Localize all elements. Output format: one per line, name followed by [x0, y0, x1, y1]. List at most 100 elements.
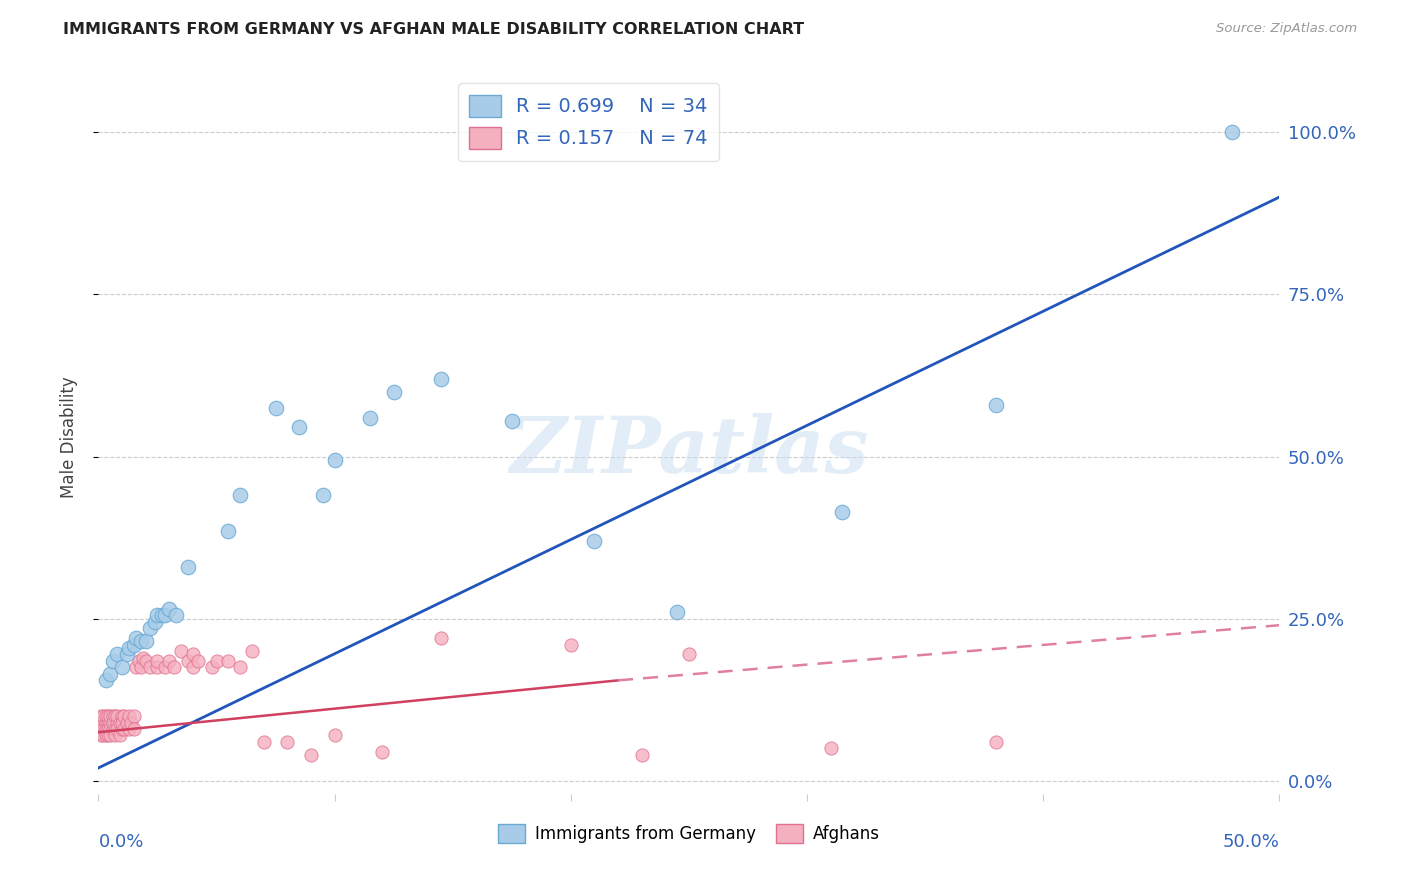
Point — [97, 709, 120, 723]
Point — [150, 608, 173, 623]
Point — [112, 709, 135, 723]
Point — [678, 648, 700, 662]
Point — [984, 735, 1007, 749]
Point — [121, 715, 143, 730]
Point — [97, 729, 120, 743]
Point — [111, 709, 134, 723]
Point — [98, 729, 121, 743]
Point — [984, 398, 1007, 412]
Point — [125, 631, 148, 645]
Point — [132, 650, 155, 665]
Point — [170, 644, 193, 658]
Point — [253, 735, 276, 749]
Point — [630, 747, 652, 762]
Point — [583, 533, 606, 548]
Point — [157, 602, 180, 616]
Point — [177, 559, 200, 574]
Point — [139, 660, 162, 674]
Point — [153, 608, 176, 623]
Point — [122, 722, 145, 736]
Point — [98, 722, 121, 736]
Y-axis label: Male Disability: Male Disability — [59, 376, 77, 498]
Text: ZIPatlas: ZIPatlas — [509, 413, 869, 490]
Point — [97, 722, 120, 736]
Point — [111, 715, 134, 730]
Point — [181, 648, 204, 662]
Point — [108, 729, 131, 743]
Point — [101, 654, 124, 668]
Point — [115, 648, 138, 662]
Text: 50.0%: 50.0% — [1223, 833, 1279, 851]
Point — [157, 654, 180, 668]
Point — [91, 709, 114, 723]
Point — [128, 654, 150, 668]
Point — [201, 660, 224, 674]
Point — [94, 729, 117, 743]
Point — [101, 715, 124, 730]
Point — [105, 709, 128, 723]
Text: IMMIGRANTS FROM GERMANY VS AFGHAN MALE DISABILITY CORRELATION CHART: IMMIGRANTS FROM GERMANY VS AFGHAN MALE D… — [63, 22, 804, 37]
Point — [122, 709, 145, 723]
Point — [91, 715, 114, 730]
Point — [111, 722, 134, 736]
Point — [831, 505, 853, 519]
Legend: Immigrants from Germany, Afghans: Immigrants from Germany, Afghans — [492, 818, 886, 850]
Point — [91, 722, 114, 736]
Point — [430, 631, 453, 645]
Point — [240, 644, 263, 658]
Point — [666, 605, 689, 619]
Point — [101, 722, 124, 736]
Point — [105, 648, 128, 662]
Point — [94, 709, 117, 723]
Point — [98, 715, 121, 730]
Point — [288, 420, 311, 434]
Point — [101, 709, 124, 723]
Text: 0.0%: 0.0% — [98, 833, 143, 851]
Point — [501, 414, 523, 428]
Point — [177, 654, 200, 668]
Point — [359, 410, 381, 425]
Point — [97, 715, 120, 730]
Point — [143, 615, 166, 629]
Point — [125, 660, 148, 674]
Point — [146, 654, 169, 668]
Point — [90, 722, 112, 736]
Point — [139, 622, 162, 636]
Point — [264, 401, 287, 415]
Point — [90, 729, 112, 743]
Point — [118, 722, 141, 736]
Point — [165, 608, 187, 623]
Point — [146, 608, 169, 623]
Point — [323, 729, 346, 743]
Point — [118, 640, 141, 655]
Point — [181, 660, 204, 674]
Point — [820, 741, 842, 756]
Point — [299, 747, 322, 762]
Point — [217, 524, 239, 538]
Point — [135, 654, 157, 668]
Point — [129, 660, 152, 674]
Point — [105, 722, 128, 736]
Point — [104, 709, 127, 723]
Point — [129, 634, 152, 648]
Point — [229, 660, 252, 674]
Point — [122, 638, 145, 652]
Point — [98, 709, 121, 723]
Point — [98, 666, 121, 681]
Point — [105, 715, 128, 730]
Point — [104, 722, 127, 736]
Point — [163, 660, 186, 674]
Point — [371, 745, 394, 759]
Point — [108, 715, 131, 730]
Point — [90, 715, 112, 730]
Point — [111, 660, 134, 674]
Point — [323, 452, 346, 467]
Point — [382, 384, 405, 399]
Point — [118, 709, 141, 723]
Point — [229, 488, 252, 502]
Point — [312, 488, 335, 502]
Point — [146, 660, 169, 674]
Point — [94, 722, 117, 736]
Point — [135, 634, 157, 648]
Point — [94, 715, 117, 730]
